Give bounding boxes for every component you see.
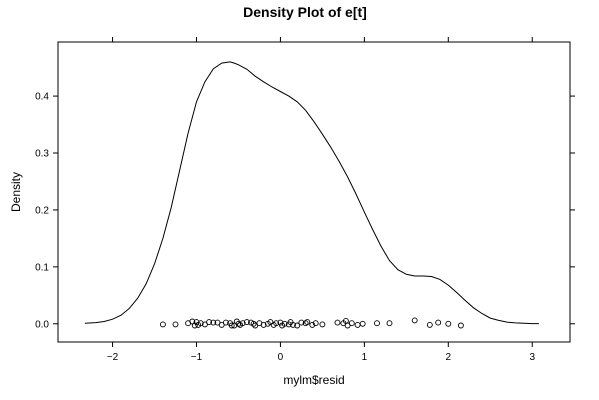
rug-point (273, 320, 280, 327)
y-tick-label: 0.1 (35, 262, 49, 273)
rug-point (243, 319, 250, 326)
rug-point (260, 321, 267, 328)
chart-title: Density Plot of e[t] (243, 4, 367, 20)
y-tick-label: 0.2 (35, 205, 49, 216)
rug-point (309, 321, 316, 328)
rug-point (159, 321, 166, 328)
rug-point (222, 319, 229, 326)
rug-point (426, 321, 433, 328)
rug-point (312, 320, 319, 327)
rug-point (281, 320, 288, 327)
rug-point (348, 320, 355, 327)
y-axis-label: Density (9, 172, 23, 212)
rug-point (319, 321, 326, 328)
rug-point (277, 319, 284, 326)
density-line (84, 61, 539, 325)
rug-point (294, 322, 301, 329)
rug-point (374, 320, 380, 327)
axis-tick-labels: −2 −1 0 1 2 3 0.0 0.1 0.2 0.3 0.4 (35, 92, 535, 363)
x-tick-label: 0 (278, 352, 284, 363)
rug-point (334, 319, 341, 326)
rug-points (159, 317, 464, 329)
y-tick-label: 0.4 (35, 92, 49, 103)
rug-point (386, 320, 393, 327)
axis-ticks (53, 37, 575, 347)
rug-point (290, 321, 296, 328)
rug-point (411, 317, 418, 324)
rug-point (191, 322, 198, 329)
rug-point (359, 320, 366, 327)
x-axis-label: mylm$resid (283, 373, 344, 387)
y-tick-label: 0.0 (35, 319, 49, 330)
rug-point (435, 319, 442, 326)
rug-point (172, 321, 179, 328)
rug-point (304, 319, 311, 326)
rug-point (235, 320, 242, 327)
x-tick-label: 3 (529, 352, 535, 363)
plot-frame (57, 41, 571, 343)
x-tick-label: −2 (107, 352, 119, 363)
rug-point (457, 322, 464, 329)
rug-point (206, 319, 213, 326)
rug-point (239, 320, 246, 327)
x-tick-label: −1 (191, 352, 203, 363)
rug-point (228, 322, 235, 329)
y-tick-label: 0.3 (35, 149, 49, 160)
rug-point (250, 320, 257, 327)
rug-point (210, 319, 217, 326)
rug-point (354, 321, 361, 328)
rug-point (298, 319, 305, 326)
x-tick-label: 2 (446, 352, 452, 363)
rug-point (197, 320, 204, 327)
x-tick-label: 1 (362, 352, 368, 363)
rug-point (445, 320, 452, 327)
